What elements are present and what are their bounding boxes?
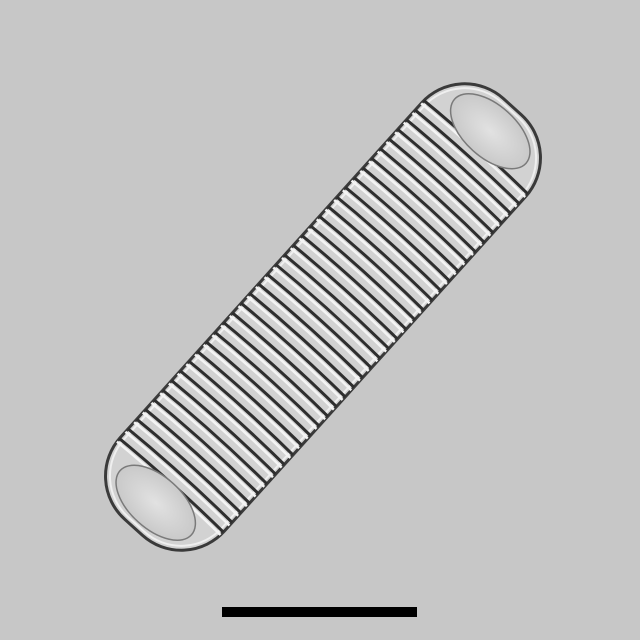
stria-light-line bbox=[116, 424, 238, 534]
stria-dark-line bbox=[223, 305, 345, 415]
stria-light-line bbox=[386, 125, 508, 234]
scale-bar bbox=[222, 607, 417, 617]
stria-light-line bbox=[186, 347, 308, 457]
stria-dark-line bbox=[136, 402, 258, 512]
stria-dark-line bbox=[171, 363, 293, 473]
stria-dark-line bbox=[162, 373, 284, 483]
stria-dark-line bbox=[380, 131, 502, 241]
stria-light-line bbox=[343, 173, 464, 283]
stria-light-line bbox=[238, 289, 360, 399]
stria-light-line bbox=[229, 298, 351, 408]
stria-dark-line bbox=[371, 141, 493, 251]
stria-dark-line bbox=[232, 295, 354, 406]
stria-light-line bbox=[169, 366, 290, 476]
stria-light-line bbox=[221, 308, 342, 418]
stria-light-line bbox=[325, 192, 447, 302]
stria-light-line bbox=[299, 221, 421, 331]
apical-end-top bbox=[449, 92, 531, 170]
stria-dark-line bbox=[336, 179, 458, 290]
stria-dark-line bbox=[267, 257, 389, 367]
stria-dark-line bbox=[275, 247, 397, 357]
stria-dark-line bbox=[406, 102, 528, 212]
stria-dark-line bbox=[206, 324, 328, 435]
stria-light-line bbox=[273, 250, 395, 360]
stria-light-line bbox=[134, 405, 255, 515]
stria-light-line bbox=[142, 395, 264, 505]
stria-dark-line bbox=[345, 170, 467, 280]
stria-dark-line bbox=[128, 411, 250, 521]
stria-dark-line bbox=[241, 286, 363, 396]
diatom-frustule bbox=[104, 82, 542, 552]
stria-dark-line bbox=[197, 334, 319, 444]
stria-dark-line bbox=[249, 276, 371, 386]
stria-light-line bbox=[282, 240, 403, 350]
stria-dark-line bbox=[119, 421, 241, 531]
stria-light-line bbox=[360, 154, 482, 263]
stria-dark-line bbox=[180, 353, 302, 464]
stria-light-line bbox=[334, 182, 455, 292]
stria-light-line bbox=[203, 327, 325, 437]
stria-dark-line bbox=[215, 315, 337, 425]
stria-dark-line bbox=[328, 189, 450, 299]
stria-light-line bbox=[316, 202, 438, 312]
stria-light-line bbox=[377, 134, 499, 244]
stria-light-line bbox=[247, 279, 368, 389]
stria-light-line bbox=[151, 385, 273, 495]
stria-dark-line bbox=[362, 150, 484, 261]
stria-dark-line bbox=[284, 237, 406, 348]
stria-dark-line bbox=[293, 228, 415, 338]
stria-light-line bbox=[212, 318, 334, 428]
stria-light-line bbox=[125, 414, 247, 524]
stria-light-line bbox=[369, 144, 490, 254]
stria-light-line bbox=[160, 376, 281, 486]
stria-dark-line bbox=[397, 112, 519, 222]
stria-light-line bbox=[403, 105, 525, 215]
stria-light-line bbox=[308, 211, 429, 321]
stria-dark-line bbox=[188, 344, 310, 454]
stria-dark-line bbox=[258, 266, 380, 377]
apical-end-bottom bbox=[115, 464, 197, 542]
stria-dark-line bbox=[319, 199, 441, 309]
stria-dark-line bbox=[389, 121, 510, 232]
stria-dark-line bbox=[302, 218, 423, 328]
stria-light-line bbox=[256, 269, 377, 379]
stria-light-line bbox=[290, 231, 412, 341]
frustule-rim-highlight bbox=[108, 87, 538, 547]
stria-light-line bbox=[195, 337, 316, 447]
stria-dark-line bbox=[154, 382, 276, 492]
stria-dark-line bbox=[310, 208, 432, 319]
stria-light-line bbox=[351, 163, 473, 273]
stria-light-line bbox=[177, 356, 299, 466]
stria-dark-line bbox=[145, 392, 267, 502]
stria-dark-line bbox=[354, 160, 476, 270]
stria-light-line bbox=[395, 115, 516, 225]
stria-light-line bbox=[264, 260, 386, 370]
